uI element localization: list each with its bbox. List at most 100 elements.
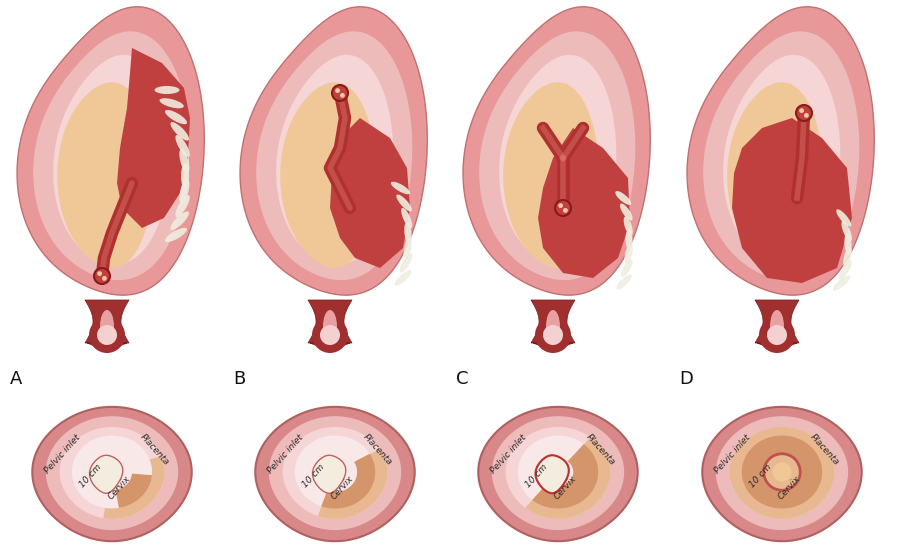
Polygon shape: [531, 300, 575, 351]
Ellipse shape: [179, 179, 189, 203]
Polygon shape: [536, 455, 569, 494]
Circle shape: [773, 462, 792, 481]
Polygon shape: [256, 407, 415, 541]
Polygon shape: [532, 444, 598, 509]
Polygon shape: [268, 416, 401, 530]
Polygon shape: [17, 7, 204, 295]
Polygon shape: [117, 48, 190, 228]
Circle shape: [763, 454, 800, 490]
Polygon shape: [518, 436, 598, 509]
Ellipse shape: [179, 149, 189, 173]
Polygon shape: [742, 436, 822, 509]
Polygon shape: [727, 82, 823, 268]
Polygon shape: [742, 436, 822, 509]
Polygon shape: [308, 300, 352, 351]
Polygon shape: [276, 55, 393, 265]
Ellipse shape: [170, 122, 189, 140]
Ellipse shape: [844, 233, 852, 255]
Text: 10 cm: 10 cm: [300, 462, 326, 489]
Circle shape: [535, 317, 571, 353]
Ellipse shape: [616, 275, 632, 290]
Polygon shape: [503, 82, 599, 268]
Circle shape: [97, 325, 117, 345]
Text: Placenta: Placenta: [138, 433, 170, 467]
Circle shape: [543, 325, 563, 345]
Polygon shape: [257, 31, 412, 280]
Text: 10 cm: 10 cm: [77, 462, 103, 489]
Ellipse shape: [390, 182, 410, 194]
Circle shape: [558, 203, 563, 208]
Polygon shape: [46, 416, 178, 530]
Circle shape: [767, 325, 787, 345]
Polygon shape: [32, 407, 192, 541]
Polygon shape: [730, 427, 834, 519]
Ellipse shape: [621, 259, 632, 277]
Polygon shape: [33, 31, 189, 280]
Circle shape: [796, 105, 812, 121]
Circle shape: [335, 88, 340, 93]
Polygon shape: [480, 31, 635, 280]
Polygon shape: [295, 436, 375, 509]
Polygon shape: [318, 449, 388, 519]
Polygon shape: [72, 436, 152, 509]
Text: Pelvic inlet: Pelvic inlet: [489, 433, 528, 475]
Text: D: D: [679, 370, 693, 388]
Polygon shape: [53, 55, 170, 265]
Polygon shape: [321, 454, 375, 509]
Text: Pelvic inlet: Pelvic inlet: [43, 433, 82, 475]
Text: B: B: [233, 370, 246, 388]
Ellipse shape: [404, 222, 411, 244]
Ellipse shape: [403, 237, 412, 259]
Ellipse shape: [833, 276, 850, 291]
Ellipse shape: [165, 228, 187, 242]
Ellipse shape: [159, 98, 184, 108]
Polygon shape: [755, 300, 799, 351]
Ellipse shape: [615, 191, 632, 205]
Text: Pelvic inlet: Pelvic inlet: [266, 433, 305, 475]
Circle shape: [799, 108, 804, 113]
Ellipse shape: [395, 270, 411, 286]
Ellipse shape: [397, 194, 412, 212]
Text: Placenta: Placenta: [584, 433, 617, 467]
Polygon shape: [491, 416, 624, 530]
Polygon shape: [500, 55, 616, 265]
Polygon shape: [703, 31, 859, 280]
Polygon shape: [723, 55, 840, 265]
Polygon shape: [89, 455, 123, 494]
Text: Pelvic inlet: Pelvic inlet: [713, 433, 752, 475]
Ellipse shape: [100, 310, 114, 343]
Polygon shape: [479, 407, 638, 541]
Polygon shape: [312, 455, 346, 494]
Circle shape: [320, 325, 340, 345]
Text: C: C: [456, 370, 469, 388]
Circle shape: [340, 93, 345, 98]
Polygon shape: [703, 407, 862, 541]
Circle shape: [555, 200, 571, 216]
Polygon shape: [687, 7, 875, 295]
Ellipse shape: [770, 310, 784, 343]
Ellipse shape: [323, 310, 337, 343]
Polygon shape: [240, 7, 428, 295]
Ellipse shape: [399, 253, 412, 273]
Polygon shape: [283, 427, 388, 519]
Polygon shape: [104, 456, 165, 519]
Ellipse shape: [836, 209, 852, 227]
Ellipse shape: [842, 221, 852, 241]
Polygon shape: [57, 82, 153, 268]
Text: Placenta: Placenta: [808, 433, 841, 467]
Polygon shape: [463, 7, 651, 295]
Text: Placenta: Placenta: [361, 433, 394, 467]
Ellipse shape: [625, 230, 632, 250]
Circle shape: [94, 268, 110, 284]
Text: Cervix: Cervix: [329, 475, 355, 502]
Circle shape: [312, 317, 348, 353]
Circle shape: [89, 317, 125, 353]
Ellipse shape: [624, 245, 632, 264]
Polygon shape: [116, 473, 152, 508]
Ellipse shape: [839, 261, 852, 280]
Circle shape: [759, 317, 795, 353]
Polygon shape: [506, 427, 611, 519]
Ellipse shape: [623, 217, 632, 236]
Text: Cervix: Cervix: [552, 475, 578, 502]
Polygon shape: [732, 118, 852, 283]
